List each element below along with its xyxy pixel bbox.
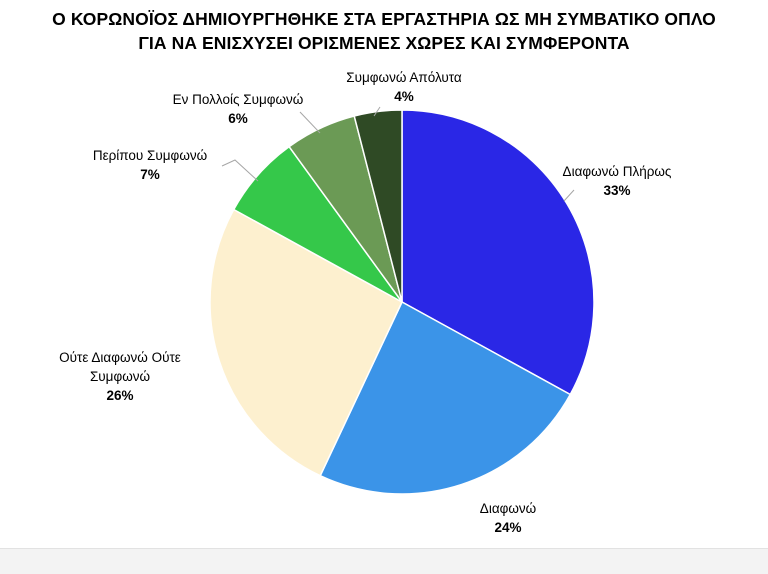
slice-category-label-3: Συμφωνώ (90, 369, 150, 384)
leader-line-1 (563, 189, 575, 202)
pie-slice-1 (401, 109, 595, 396)
chart-title-line-1: Ο ΚΟΡΩΝΟΪΟΣ ΔΗΜΙΟΥΡΓΗΘΗΚΕ ΣΤΑ ΕΡΓΑΣΤΗΡΙΑ… (52, 9, 716, 29)
slice-value-label-2: 24% (494, 520, 521, 535)
chart-area: Ο ΚΟΡΩΝΟΪΟΣ ΔΗΜΙΟΥΡΓΗΘΗΚΕ ΣΤΑ ΕΡΓΑΣΤΗΡΙΑ… (52, 9, 716, 535)
slice-value-label-3: 26% (106, 388, 133, 403)
slice-category-label-2: Διαφωνώ (480, 501, 536, 516)
slice-category-label-5: Εν Πολλοίς Συμφωνώ (173, 92, 304, 107)
bottom-strip (0, 548, 768, 574)
leader-line-4 (221, 159, 259, 182)
slice-category-label-4: Περίπου Συμφωνώ (93, 148, 207, 163)
pie-slice-2 (319, 300, 572, 495)
pie-slice-6 (353, 109, 403, 303)
slice-value-label-4: 7% (140, 167, 160, 182)
leader-line-6 (373, 106, 381, 117)
slice-category-label-3: Ούτε Διαφωνώ Ούτε (59, 350, 181, 365)
slice-value-label-5: 6% (228, 111, 248, 126)
slice-category-label-6: Συμφωνώ Απόλυτα (346, 70, 462, 85)
leader-line-5 (299, 111, 321, 134)
pie-chart: Διαφωνώ Πλήρως 33% Διαφωνώ 24% Ούτε Διαφωνώ … (59, 70, 672, 535)
slice-value-label-1: 33% (603, 183, 630, 198)
slice-value-label-6: 4% (394, 89, 414, 104)
slice-category-label-1: Διαφωνώ Πλήρως (563, 164, 672, 179)
chart-title-line-2: ΓΙΑ ΝΑ ΕΝΙΣΧΥΣΕΙ ΟΡΙΣΜΕΝΕΣ ΧΩΡΕΣ ΚΑΙ ΣΥΜ… (138, 33, 630, 53)
